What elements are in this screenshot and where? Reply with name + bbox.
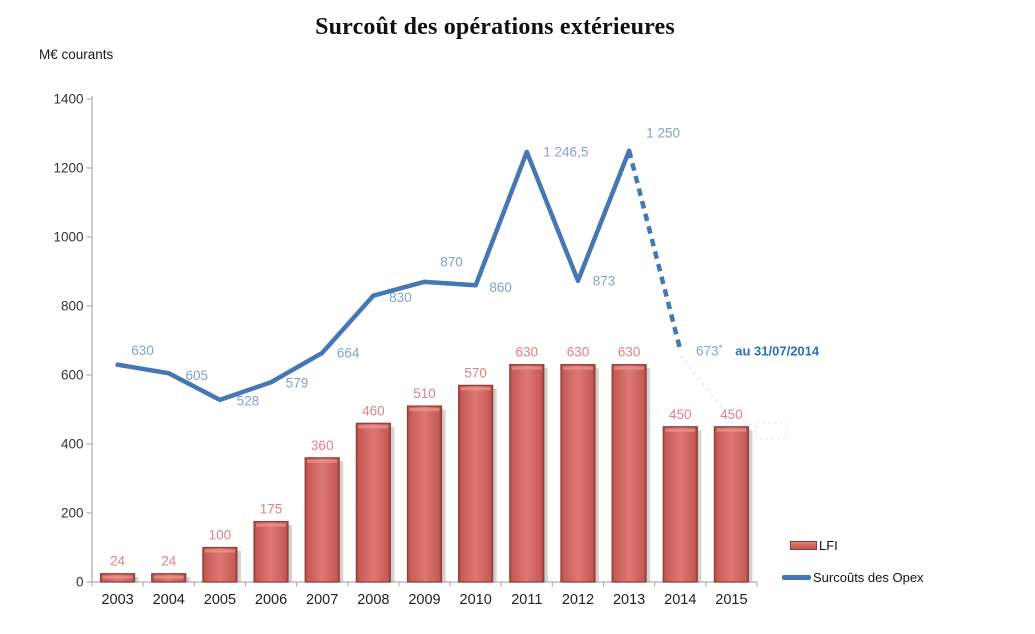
- bar-top-highlight: [204, 549, 235, 553]
- bar-top-highlight: [358, 425, 389, 429]
- bar-2009: [406, 405, 443, 583]
- bar-value-label-2013: 630: [618, 345, 641, 360]
- x-axis-category-label: 2011: [511, 592, 542, 608]
- bar-swatch-icon: [790, 541, 817, 550]
- x-axis-category-label: 2008: [357, 592, 389, 608]
- x-axis-category-label: 2006: [255, 592, 287, 608]
- bar-top-highlight: [562, 366, 593, 370]
- line-value-label-2008: 830: [389, 290, 412, 305]
- label-asterisk: *: [718, 342, 722, 354]
- label-number: 673: [696, 343, 719, 358]
- bar-top-highlight: [256, 523, 287, 527]
- y-axis-tick-label: 1200: [53, 161, 83, 176]
- bar-value-label-2006: 175: [260, 502, 283, 517]
- line-value-label-2006: 579: [286, 376, 309, 391]
- x-axis-category-label: 2014: [664, 592, 696, 608]
- line-value-label-2004: 605: [185, 368, 208, 383]
- bar-value-label-2010: 570: [464, 365, 487, 380]
- y-axis-tick-label: 800: [61, 299, 84, 314]
- opex-line-dashed: [626, 150, 683, 351]
- x-axis-category-label: 2005: [204, 592, 236, 608]
- x-axis-category-label: 2013: [613, 592, 645, 608]
- bar-top-highlight: [511, 366, 542, 370]
- x-axis-category-label: 2004: [153, 592, 185, 608]
- bar-2013: [611, 364, 647, 583]
- opex-line-solid: [115, 148, 632, 403]
- bar-value-label-2009: 510: [413, 386, 436, 401]
- line-value-label-2014: 673*: [696, 342, 723, 358]
- bar-value-label-2012: 630: [567, 345, 590, 360]
- bar-top-highlight: [409, 408, 440, 412]
- y-axis-tick-label: 400: [61, 437, 84, 452]
- line-value-label-2003: 630: [131, 343, 154, 358]
- legend: LFI Surcoûts des Opex: [782, 538, 982, 602]
- bar-top-highlight: [614, 366, 645, 370]
- line-swatch-icon: [782, 575, 811, 580]
- ghost-artifact-box: [755, 422, 788, 440]
- bar-2015: [713, 426, 750, 583]
- line-value-label-2009: 870: [440, 254, 463, 269]
- bar-top-highlight: [460, 387, 491, 391]
- chart-title: Surcoût des opérations extérieures: [315, 14, 675, 40]
- bar-2010: [458, 384, 494, 583]
- bar-2007: [304, 457, 340, 583]
- bar-top-highlight: [153, 575, 184, 579]
- bar-2012: [560, 364, 596, 583]
- bar-2006: [253, 521, 289, 583]
- bar-value-label-2007: 360: [311, 438, 334, 453]
- x-axis-category-label: 2009: [408, 592, 440, 608]
- bar-top-highlight: [665, 428, 696, 432]
- x-axis-category-label: 2007: [306, 592, 338, 608]
- legend-label-opex: Surcoûts des Opex: [813, 570, 924, 585]
- bar-value-label-2004: 24: [161, 554, 177, 569]
- bar-top-highlight: [716, 428, 747, 432]
- line-value-label-2011: 1 246,5: [543, 144, 588, 159]
- y-axis-tick-label: 1400: [53, 92, 83, 107]
- y-axis-tick-label: 0: [76, 575, 84, 590]
- legend-label-lfi: LFI: [819, 538, 838, 553]
- line-value-label-2007: 664: [337, 345, 360, 360]
- bar-value-label-2015: 450: [720, 407, 743, 422]
- bar-value-label-2005: 100: [209, 528, 232, 543]
- bar-value-label-2008: 460: [362, 403, 385, 418]
- bar-top-highlight: [102, 575, 133, 579]
- bar-2005: [202, 546, 238, 583]
- bar-2011: [509, 364, 545, 583]
- bar-value-label-2003: 24: [110, 554, 126, 569]
- y-axis-tick-label: 200: [61, 506, 84, 521]
- legend-item-lfi: LFI: [782, 538, 982, 553]
- legend-item-opex: Surcoûts des Opex: [782, 570, 982, 585]
- annotation-au-date: au 31/07/2014: [735, 343, 820, 358]
- bar-value-label-2014: 450: [669, 407, 692, 422]
- line-value-label-2005: 528: [237, 393, 260, 408]
- ghost-artifact-line: [679, 355, 758, 429]
- bar-value-label-2011: 630: [516, 345, 539, 360]
- line-value-label-2010: 860: [489, 280, 512, 295]
- bar-2014: [662, 426, 698, 583]
- x-axis-category-label: 2003: [101, 592, 133, 608]
- bar-2008: [355, 422, 391, 583]
- y-axis-tick-label: 600: [61, 368, 84, 383]
- bar-top-highlight: [307, 459, 338, 463]
- x-axis-category-label: 2010: [460, 592, 492, 608]
- y-axis-tick-label: 1000: [53, 230, 83, 245]
- line-value-label-2013: 1 250: [646, 125, 680, 140]
- x-axis-category-label: 2012: [562, 592, 594, 608]
- y-axis-unit-label: M€ courants: [39, 47, 114, 62]
- x-axis-category-label: 2015: [715, 592, 747, 608]
- line-value-label-2012: 873: [593, 273, 616, 288]
